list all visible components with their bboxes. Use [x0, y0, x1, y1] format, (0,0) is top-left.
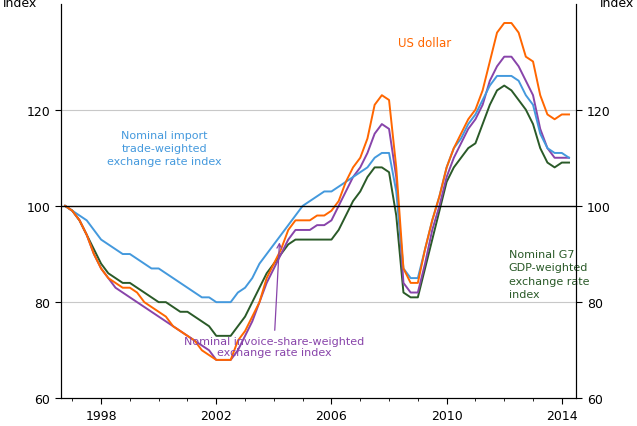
Text: Nominal invoice-share-weighted
exchange rate index: Nominal invoice-share-weighted exchange … [183, 244, 364, 357]
Y-axis label: index: index [3, 0, 37, 10]
Y-axis label: index: index [600, 0, 634, 10]
Text: Nominal import
trade-weighted
exchange rate index: Nominal import trade-weighted exchange r… [107, 131, 222, 167]
Text: Nominal G7
GDP-weighted
exchange rate
index: Nominal G7 GDP-weighted exchange rate in… [508, 250, 589, 299]
Text: US dollar: US dollar [397, 37, 451, 50]
